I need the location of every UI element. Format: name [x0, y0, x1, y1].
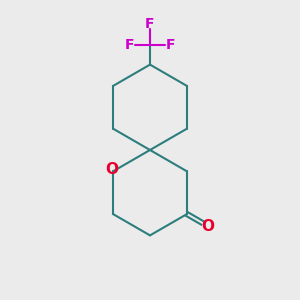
Text: F: F — [166, 38, 175, 52]
Text: F: F — [145, 17, 155, 31]
Text: O: O — [105, 162, 118, 177]
Text: O: O — [201, 219, 214, 234]
Text: F: F — [124, 38, 134, 52]
